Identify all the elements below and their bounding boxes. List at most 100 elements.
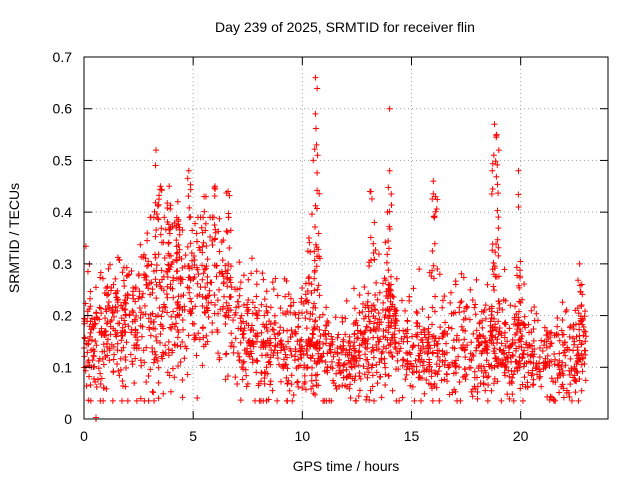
data-point bbox=[259, 270, 266, 277]
data-point bbox=[304, 297, 311, 304]
data-point bbox=[370, 240, 377, 247]
data-point bbox=[473, 276, 480, 283]
data-point bbox=[260, 276, 267, 283]
data-point bbox=[385, 307, 392, 314]
data-point bbox=[224, 270, 231, 277]
data-point bbox=[462, 366, 469, 373]
data-point bbox=[494, 309, 501, 316]
data-point bbox=[284, 327, 291, 334]
data-point bbox=[400, 357, 407, 364]
data-point bbox=[478, 340, 485, 347]
data-point bbox=[221, 312, 228, 319]
data-point bbox=[174, 342, 181, 349]
data-point bbox=[517, 258, 524, 265]
data-point bbox=[425, 339, 432, 346]
data-point bbox=[373, 369, 380, 376]
data-point bbox=[100, 332, 107, 339]
data-point bbox=[445, 324, 452, 331]
data-point bbox=[87, 303, 94, 310]
data-point bbox=[283, 374, 290, 381]
data-point bbox=[574, 369, 581, 376]
data-point bbox=[536, 375, 543, 382]
data-point bbox=[267, 378, 274, 385]
data-point bbox=[451, 362, 458, 369]
data-point bbox=[88, 315, 95, 322]
data-point bbox=[159, 355, 166, 362]
data-point bbox=[99, 330, 106, 337]
data-point bbox=[522, 341, 529, 348]
data-point bbox=[292, 328, 299, 335]
data-point bbox=[489, 334, 496, 341]
data-point bbox=[429, 385, 436, 392]
data-point bbox=[245, 338, 252, 345]
data-point bbox=[556, 337, 563, 344]
data-point bbox=[475, 365, 482, 372]
data-point bbox=[320, 331, 327, 338]
data-point bbox=[177, 358, 184, 365]
data-point bbox=[135, 271, 142, 278]
data-point bbox=[209, 320, 216, 327]
data-point bbox=[160, 287, 167, 294]
data-point bbox=[466, 356, 473, 363]
data-point bbox=[122, 312, 129, 319]
data-point bbox=[212, 226, 219, 233]
data-point bbox=[418, 397, 425, 404]
data-point bbox=[106, 357, 113, 364]
data-point bbox=[552, 379, 559, 386]
data-point bbox=[107, 261, 114, 268]
data-point bbox=[238, 312, 245, 319]
data-point bbox=[103, 385, 110, 392]
data-point bbox=[568, 365, 575, 372]
data-point bbox=[230, 317, 237, 324]
data-point bbox=[301, 380, 308, 387]
data-point bbox=[478, 308, 485, 315]
data-point bbox=[520, 347, 527, 354]
data-point bbox=[495, 225, 502, 232]
data-point bbox=[493, 326, 500, 333]
data-point bbox=[415, 356, 422, 363]
data-point bbox=[222, 313, 229, 320]
data-point bbox=[191, 336, 198, 343]
data-point bbox=[576, 375, 583, 382]
data-point bbox=[249, 299, 256, 306]
data-point bbox=[513, 329, 520, 336]
data-point bbox=[265, 359, 272, 366]
data-point bbox=[363, 396, 370, 403]
data-point bbox=[142, 255, 149, 262]
data-point bbox=[209, 329, 216, 336]
data-point bbox=[528, 307, 535, 314]
data-point bbox=[174, 334, 181, 341]
data-point bbox=[169, 321, 176, 328]
data-point bbox=[238, 325, 245, 332]
data-point bbox=[160, 351, 167, 358]
data-point bbox=[386, 105, 393, 112]
data-point bbox=[554, 374, 561, 381]
data-point bbox=[475, 339, 482, 346]
data-point bbox=[222, 376, 229, 383]
data-point bbox=[162, 304, 169, 311]
data-point bbox=[378, 394, 385, 401]
data-point bbox=[519, 351, 526, 358]
data-point bbox=[184, 175, 191, 182]
data-point bbox=[147, 311, 154, 318]
data-point bbox=[246, 337, 253, 344]
data-point bbox=[356, 387, 363, 394]
data-point bbox=[155, 395, 162, 402]
data-point bbox=[204, 293, 211, 300]
data-point bbox=[137, 357, 144, 364]
data-point bbox=[155, 216, 162, 223]
data-point bbox=[456, 304, 463, 311]
data-point bbox=[159, 308, 166, 315]
data-point bbox=[303, 338, 310, 345]
data-point bbox=[450, 337, 457, 344]
data-point bbox=[426, 342, 433, 349]
data-point bbox=[118, 302, 125, 309]
data-point bbox=[326, 342, 333, 349]
data-point bbox=[406, 297, 413, 304]
data-point bbox=[369, 344, 376, 351]
data-point bbox=[512, 339, 519, 346]
data-point bbox=[566, 346, 573, 353]
data-point bbox=[482, 315, 489, 322]
data-point bbox=[200, 270, 207, 277]
